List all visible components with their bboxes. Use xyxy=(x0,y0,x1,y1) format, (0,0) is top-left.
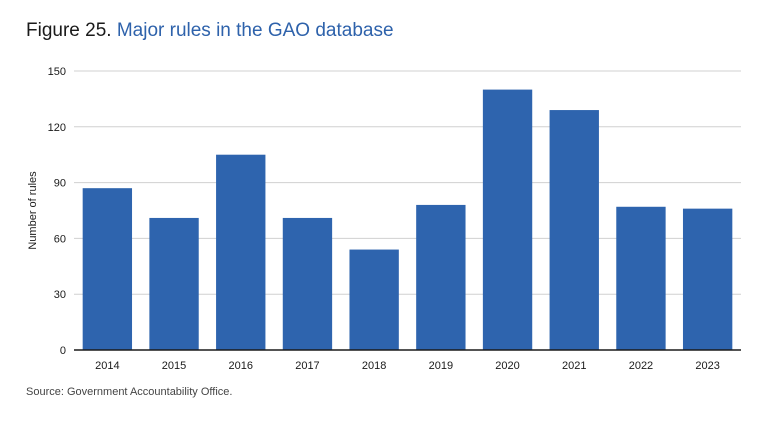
y-tick-label: 120 xyxy=(48,122,66,134)
bar-2016 xyxy=(216,154,266,350)
x-tick-label: 2023 xyxy=(695,360,719,372)
y-tick-label: 60 xyxy=(54,233,66,245)
source-note: Source: Government Accountability Office… xyxy=(26,386,233,398)
bar-2020 xyxy=(482,89,533,350)
x-tick-label: 2019 xyxy=(429,360,453,372)
x-tick-label: 2016 xyxy=(229,360,253,372)
bar-2014 xyxy=(82,188,133,350)
bar-2021 xyxy=(549,110,599,350)
bar-2018 xyxy=(349,249,399,350)
chart-title: Figure 25. Major rules in the GAO databa… xyxy=(26,20,394,42)
y-tick-label: 150 xyxy=(48,66,66,78)
figure-title: Major rules in the GAO database xyxy=(116,20,394,41)
bar-2019 xyxy=(416,204,466,350)
y-tick-label: 90 xyxy=(54,178,66,190)
x-tick-label: 2015 xyxy=(162,360,186,372)
bar-2023 xyxy=(682,208,733,350)
bar-2015 xyxy=(149,217,199,350)
y-axis-ticks: 0 30 60 90 120 150 xyxy=(48,66,66,357)
y-axis-label: Number of rules xyxy=(27,171,39,250)
x-tick-label: 2021 xyxy=(562,360,586,372)
y-tick-label: 30 xyxy=(54,289,66,301)
y-tick-label: 0 xyxy=(60,345,66,357)
x-tick-label: 2014 xyxy=(95,360,119,372)
x-tick-label: 2017 xyxy=(295,360,319,372)
x-tick-label: 2018 xyxy=(362,360,386,372)
bars xyxy=(82,89,733,350)
figure-label: Figure 25. xyxy=(26,20,112,41)
x-tick-label: 2020 xyxy=(495,360,519,372)
bar-2017 xyxy=(282,217,333,350)
x-tick-label: 2022 xyxy=(629,360,653,372)
x-axis-ticks: 2014 2015 2016 2017 2018 2019 2020 2021 2022 2023 xyxy=(95,360,720,372)
bar-2022 xyxy=(616,206,666,350)
